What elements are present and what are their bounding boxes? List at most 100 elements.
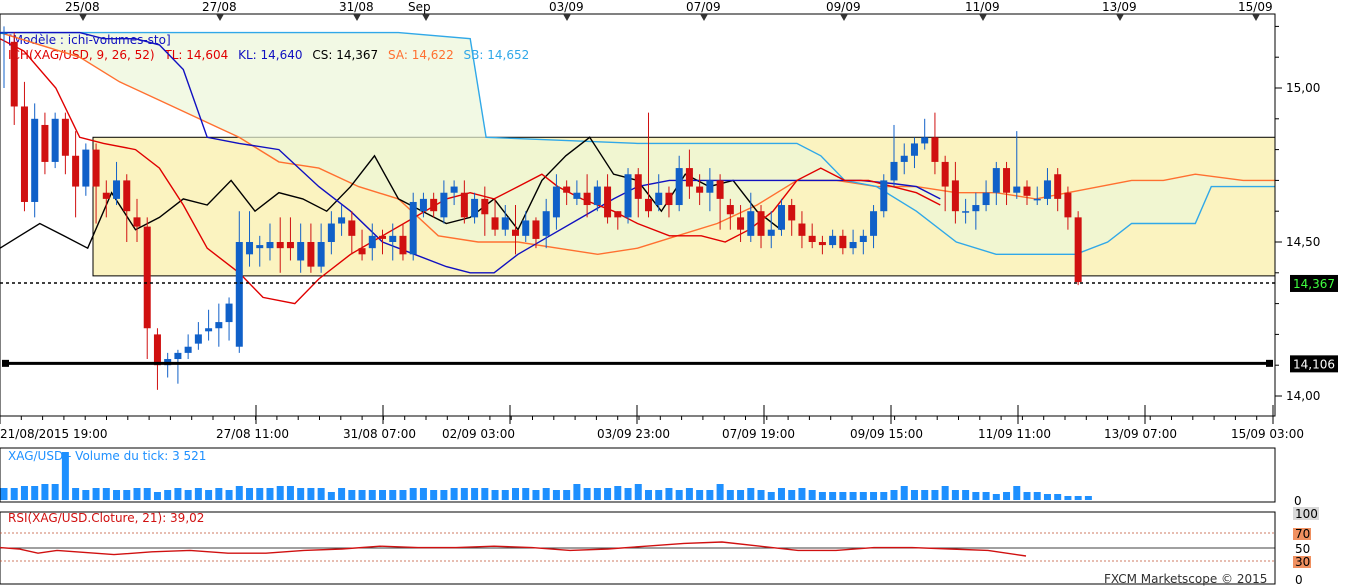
candle-body-bear [276, 242, 284, 249]
candle-body-bull [471, 198, 479, 218]
volume-bar [921, 490, 929, 500]
candle [941, 155, 949, 212]
candle-body-bear [614, 211, 622, 218]
candle-body-bull [246, 242, 254, 255]
candle [358, 229, 366, 261]
candle-body-bull [501, 217, 509, 230]
volume-bar [317, 488, 325, 500]
top-date-label: 13/09 [1102, 0, 1137, 14]
candle-body-bull [962, 211, 970, 213]
candle [716, 174, 724, 230]
candle-body-bear [532, 220, 540, 239]
support-line-handle-left[interactable] [2, 359, 9, 367]
support-line-handle-right[interactable] [1266, 359, 1273, 367]
volume-bar [655, 490, 663, 500]
time-label: 31/08 07:00 [343, 427, 416, 441]
top-date-marker [563, 14, 571, 21]
top-date-label: 27/08 [202, 0, 237, 14]
candle-body-bull [235, 242, 243, 347]
template-label: [Modèle : ichi-volumes-sto] [8, 33, 171, 47]
candle-body-bear [460, 192, 468, 218]
volume-label: XAG/USD - Volume du tick: 3 521 [8, 449, 206, 463]
candle [501, 205, 509, 236]
candle [20, 81, 28, 212]
candle [1013, 131, 1021, 199]
volume-bar [102, 488, 110, 500]
candle-body-bull [256, 245, 264, 249]
volume-bar [839, 492, 847, 500]
volume-bar [133, 488, 141, 500]
candle [10, 32, 18, 125]
volume-bar [604, 488, 612, 500]
candle [563, 180, 571, 206]
volume-bar [747, 488, 755, 500]
volume-bar [471, 488, 479, 500]
candle [409, 192, 417, 261]
rsi-level-30: 30 [1295, 555, 1310, 569]
candle-body-bear [512, 229, 519, 236]
volume-bar [573, 484, 581, 500]
candle [1043, 168, 1051, 206]
candle [399, 223, 407, 261]
volume-bar [276, 486, 284, 500]
candle-body-bull [593, 186, 601, 206]
volume-bar [757, 490, 765, 500]
footer-brand: FXCM Marketscope © 2015 [1104, 572, 1267, 586]
candle-body-bull [552, 186, 560, 218]
candle [225, 297, 233, 341]
volume-bar [10, 488, 18, 500]
candle-body-bear [931, 137, 939, 162]
volume-bar [777, 488, 785, 500]
volume-bar [41, 484, 49, 500]
candle [972, 192, 980, 230]
volume-bar [164, 490, 172, 500]
candle [379, 229, 387, 255]
volume-bar [61, 452, 69, 500]
candle-body-bull [542, 211, 550, 236]
candle [72, 131, 80, 218]
volume-bar [870, 492, 878, 500]
candle [297, 223, 305, 273]
candle [921, 118, 929, 150]
volume-bars [0, 452, 1092, 500]
candle [276, 217, 284, 273]
volume-bar [890, 490, 898, 500]
volume-bar [818, 492, 826, 500]
volume-bar [358, 490, 366, 500]
volume-bar [880, 492, 888, 500]
top-date-label: 03/09 [549, 0, 584, 14]
candle [51, 112, 59, 169]
volume-bar [767, 492, 775, 500]
candle-body-bull [767, 229, 775, 236]
legend-sb: SB: 14,652 [464, 48, 530, 62]
candle [870, 205, 878, 249]
candle [992, 161, 1000, 206]
candle-body-bear [563, 186, 571, 193]
volume-axis-zero: 0 [1294, 494, 1302, 508]
time-label: 15/09 03:00 [1231, 427, 1304, 441]
volume-bar [307, 488, 315, 500]
candle [532, 217, 540, 249]
candle [82, 143, 90, 196]
candle-body-bull [522, 220, 530, 236]
candle [92, 143, 100, 224]
price-axis: 15,00 14,50 14,00 [1274, 14, 1320, 416]
candle-body-bull [982, 192, 990, 206]
candle-body-bear [726, 205, 734, 215]
candle [1054, 168, 1062, 212]
candle [522, 211, 530, 242]
candle-body-bear [818, 242, 826, 246]
candle-body-bear [399, 235, 407, 255]
time-label: 27/08 11:00 [216, 427, 289, 441]
top-date-label: Sep [408, 0, 431, 14]
candle [348, 211, 356, 255]
volume-bar [82, 490, 90, 500]
candle [982, 180, 990, 212]
candle [777, 198, 785, 236]
candle-body-bear [788, 205, 796, 221]
candle-body-bull [573, 192, 581, 199]
volume-bar [297, 488, 305, 500]
candle-body-bull [624, 174, 632, 218]
volume-bar [737, 490, 745, 500]
candle [1033, 186, 1041, 206]
